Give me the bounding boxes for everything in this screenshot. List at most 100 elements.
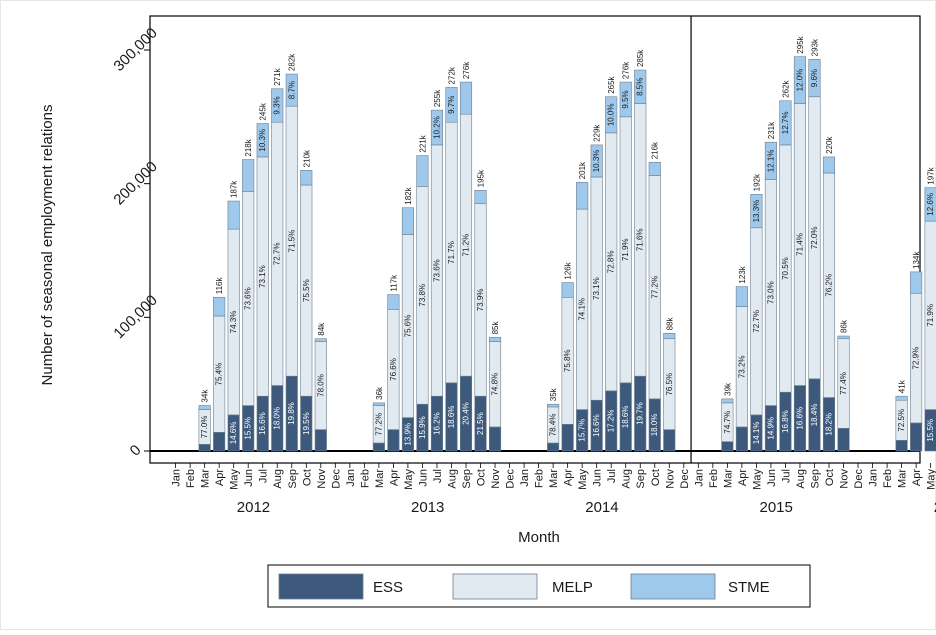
total-label: 285k <box>636 49 645 67</box>
total-label: 255k <box>433 89 442 107</box>
y-axis-title: Number of seasonal employment relations <box>39 105 56 386</box>
bar-segment-ess <box>372 442 385 452</box>
month-tick-label: Jun <box>243 469 255 487</box>
melp-pct-label: 72.7% <box>752 310 761 333</box>
month-tick-label: Dec <box>330 469 342 489</box>
melp-pct-label: 73.1% <box>592 277 601 300</box>
ess-pct-label: 17.2% <box>607 410 616 433</box>
bar-2014-jul: 265k 72.8% 17.2% 10.0% <box>605 75 618 452</box>
bar-2012-jul: 245k 73.1% 16.6% 10.3% <box>256 102 269 452</box>
ess-pct-label: 14.1% <box>752 422 761 445</box>
bar-2012-may: 187k 74.3% 14.6% <box>227 180 240 452</box>
ess-pct-label: 18.0% <box>273 407 282 430</box>
month-tick-label: Mar <box>374 469 386 488</box>
bars-layer: 34k 77.0% 116k 75.4% 187k 74.3% 14.6% 218k 73.6%… <box>198 35 936 452</box>
total-label: 221k <box>418 134 427 152</box>
month-tick-label: Apr <box>388 469 400 486</box>
month-tick-label: Feb <box>534 469 546 488</box>
month-tick-label: Oct <box>650 469 662 486</box>
bar-2015-aug: 295k 71.4% 16.6% 12.0% <box>793 35 807 452</box>
ess-pct-label: 18.0% <box>650 414 659 437</box>
month-tick-label: Dec <box>853 469 865 489</box>
melp-pct-label: 74.3% <box>229 311 238 334</box>
month-tick-label: Feb <box>359 469 371 488</box>
melp-pct-label: 74.8% <box>491 373 500 396</box>
total-label: 218k <box>244 138 253 156</box>
melp-pct-label: 76.2% <box>825 274 834 297</box>
month-tick-label: Sep <box>635 469 647 489</box>
bar-2015-oct: 220k 76.2% 18.2% <box>822 136 836 452</box>
bar-segment-stme <box>808 59 821 98</box>
month-tick-label: Nov <box>316 469 328 489</box>
total-label: 117k <box>389 274 398 292</box>
month-tick-label: Jul <box>258 469 270 483</box>
month-tick-label: Aug <box>272 469 284 489</box>
month-tick-label: Nov <box>664 469 676 489</box>
total-label: 262k <box>781 79 790 97</box>
bar-segment-ess <box>735 426 748 452</box>
bar-segment-stme <box>634 69 647 104</box>
melp-pct-label: 72.5% <box>897 409 906 432</box>
total-label: 210k <box>302 149 311 167</box>
total-label: 293k <box>810 38 819 56</box>
stme-pct-label: 12.7% <box>781 112 790 135</box>
bar-2015-may: 192k 72.7% 14.1% 13.3% <box>750 173 763 452</box>
bar-2012-oct: 210k 75.5% 19.5% <box>300 149 313 452</box>
bar-2013-oct: 195k 73.9% 21.5% <box>474 169 487 452</box>
stme-pct-label: 10.0% <box>607 103 616 126</box>
total-label: 187k <box>230 180 239 198</box>
ess-pct-label: 16.6% <box>795 407 804 430</box>
month-tick-label: Dec <box>679 469 691 489</box>
total-label: 134k <box>912 251 921 269</box>
melp-pct-label: 71.7% <box>447 241 456 264</box>
legend-swatch-stme <box>630 573 716 600</box>
total-label: 41k <box>898 379 907 393</box>
bar-segment-stme <box>822 156 836 174</box>
melp-pct-label: 73.1% <box>258 265 267 288</box>
month-tick-label: Sep <box>287 469 299 489</box>
year-label: 2012 <box>237 499 270 516</box>
bar-segment-stme <box>401 207 414 235</box>
total-label: 276k <box>462 61 471 79</box>
bar-2012-mar: 34k 77.0% <box>198 389 211 452</box>
ess-pct-label: 14.6% <box>229 422 238 445</box>
bar-segment-ess <box>561 423 574 452</box>
melp-pct-label: 71.2% <box>462 234 471 257</box>
total-label: 295k <box>796 35 805 53</box>
month-tick-label: Apr <box>563 469 575 486</box>
bar-segment-stme <box>285 73 298 107</box>
total-label: 88k <box>665 316 674 330</box>
melp-pct-label: 73.2% <box>737 355 746 378</box>
bar-segment-stme <box>561 282 574 298</box>
melp-pct-label: 71.9% <box>621 238 630 261</box>
bar-2014-may: 201k 74.1% 15.7% <box>576 161 589 452</box>
month-tick-label: Mar <box>722 469 734 488</box>
melp-pct-label: 77.0% <box>200 416 209 439</box>
month-tick-label: May <box>229 469 241 490</box>
melp-pct-label: 75.6% <box>403 315 412 338</box>
bar-segment-ess <box>198 444 211 452</box>
melp-pct-label: 76.5% <box>665 373 674 396</box>
bar-segment-stme <box>430 109 444 146</box>
bar-2012-apr: 116k 75.4% <box>213 277 226 452</box>
month-tick-label: Jun <box>417 469 429 487</box>
month-tick-label: Dec <box>505 469 517 489</box>
melp-pct-label: 72.8% <box>607 251 616 274</box>
total-label: 84k <box>317 322 326 336</box>
bar-segment-stme <box>764 141 777 180</box>
month-tick-label: Nov <box>490 469 502 489</box>
total-label: 123k <box>738 265 747 283</box>
bar-segment-stme <box>895 395 908 401</box>
total-label: 85k <box>491 320 500 334</box>
bar-segment-stme <box>271 88 284 123</box>
ess-pct-label: 15.9% <box>418 416 427 439</box>
melp-pct-label: 75.4% <box>215 363 224 386</box>
bar-segment-stme <box>793 56 807 104</box>
bar-segment-ess <box>910 422 923 452</box>
bar-segment-stme <box>314 338 327 342</box>
stme-pct-label: 10.3% <box>592 150 601 173</box>
total-label: 192k <box>752 173 761 191</box>
ess-pct-label: 19.7% <box>636 402 645 425</box>
total-label: 245k <box>259 102 268 120</box>
ess-pct-label: 15.5% <box>926 419 935 442</box>
